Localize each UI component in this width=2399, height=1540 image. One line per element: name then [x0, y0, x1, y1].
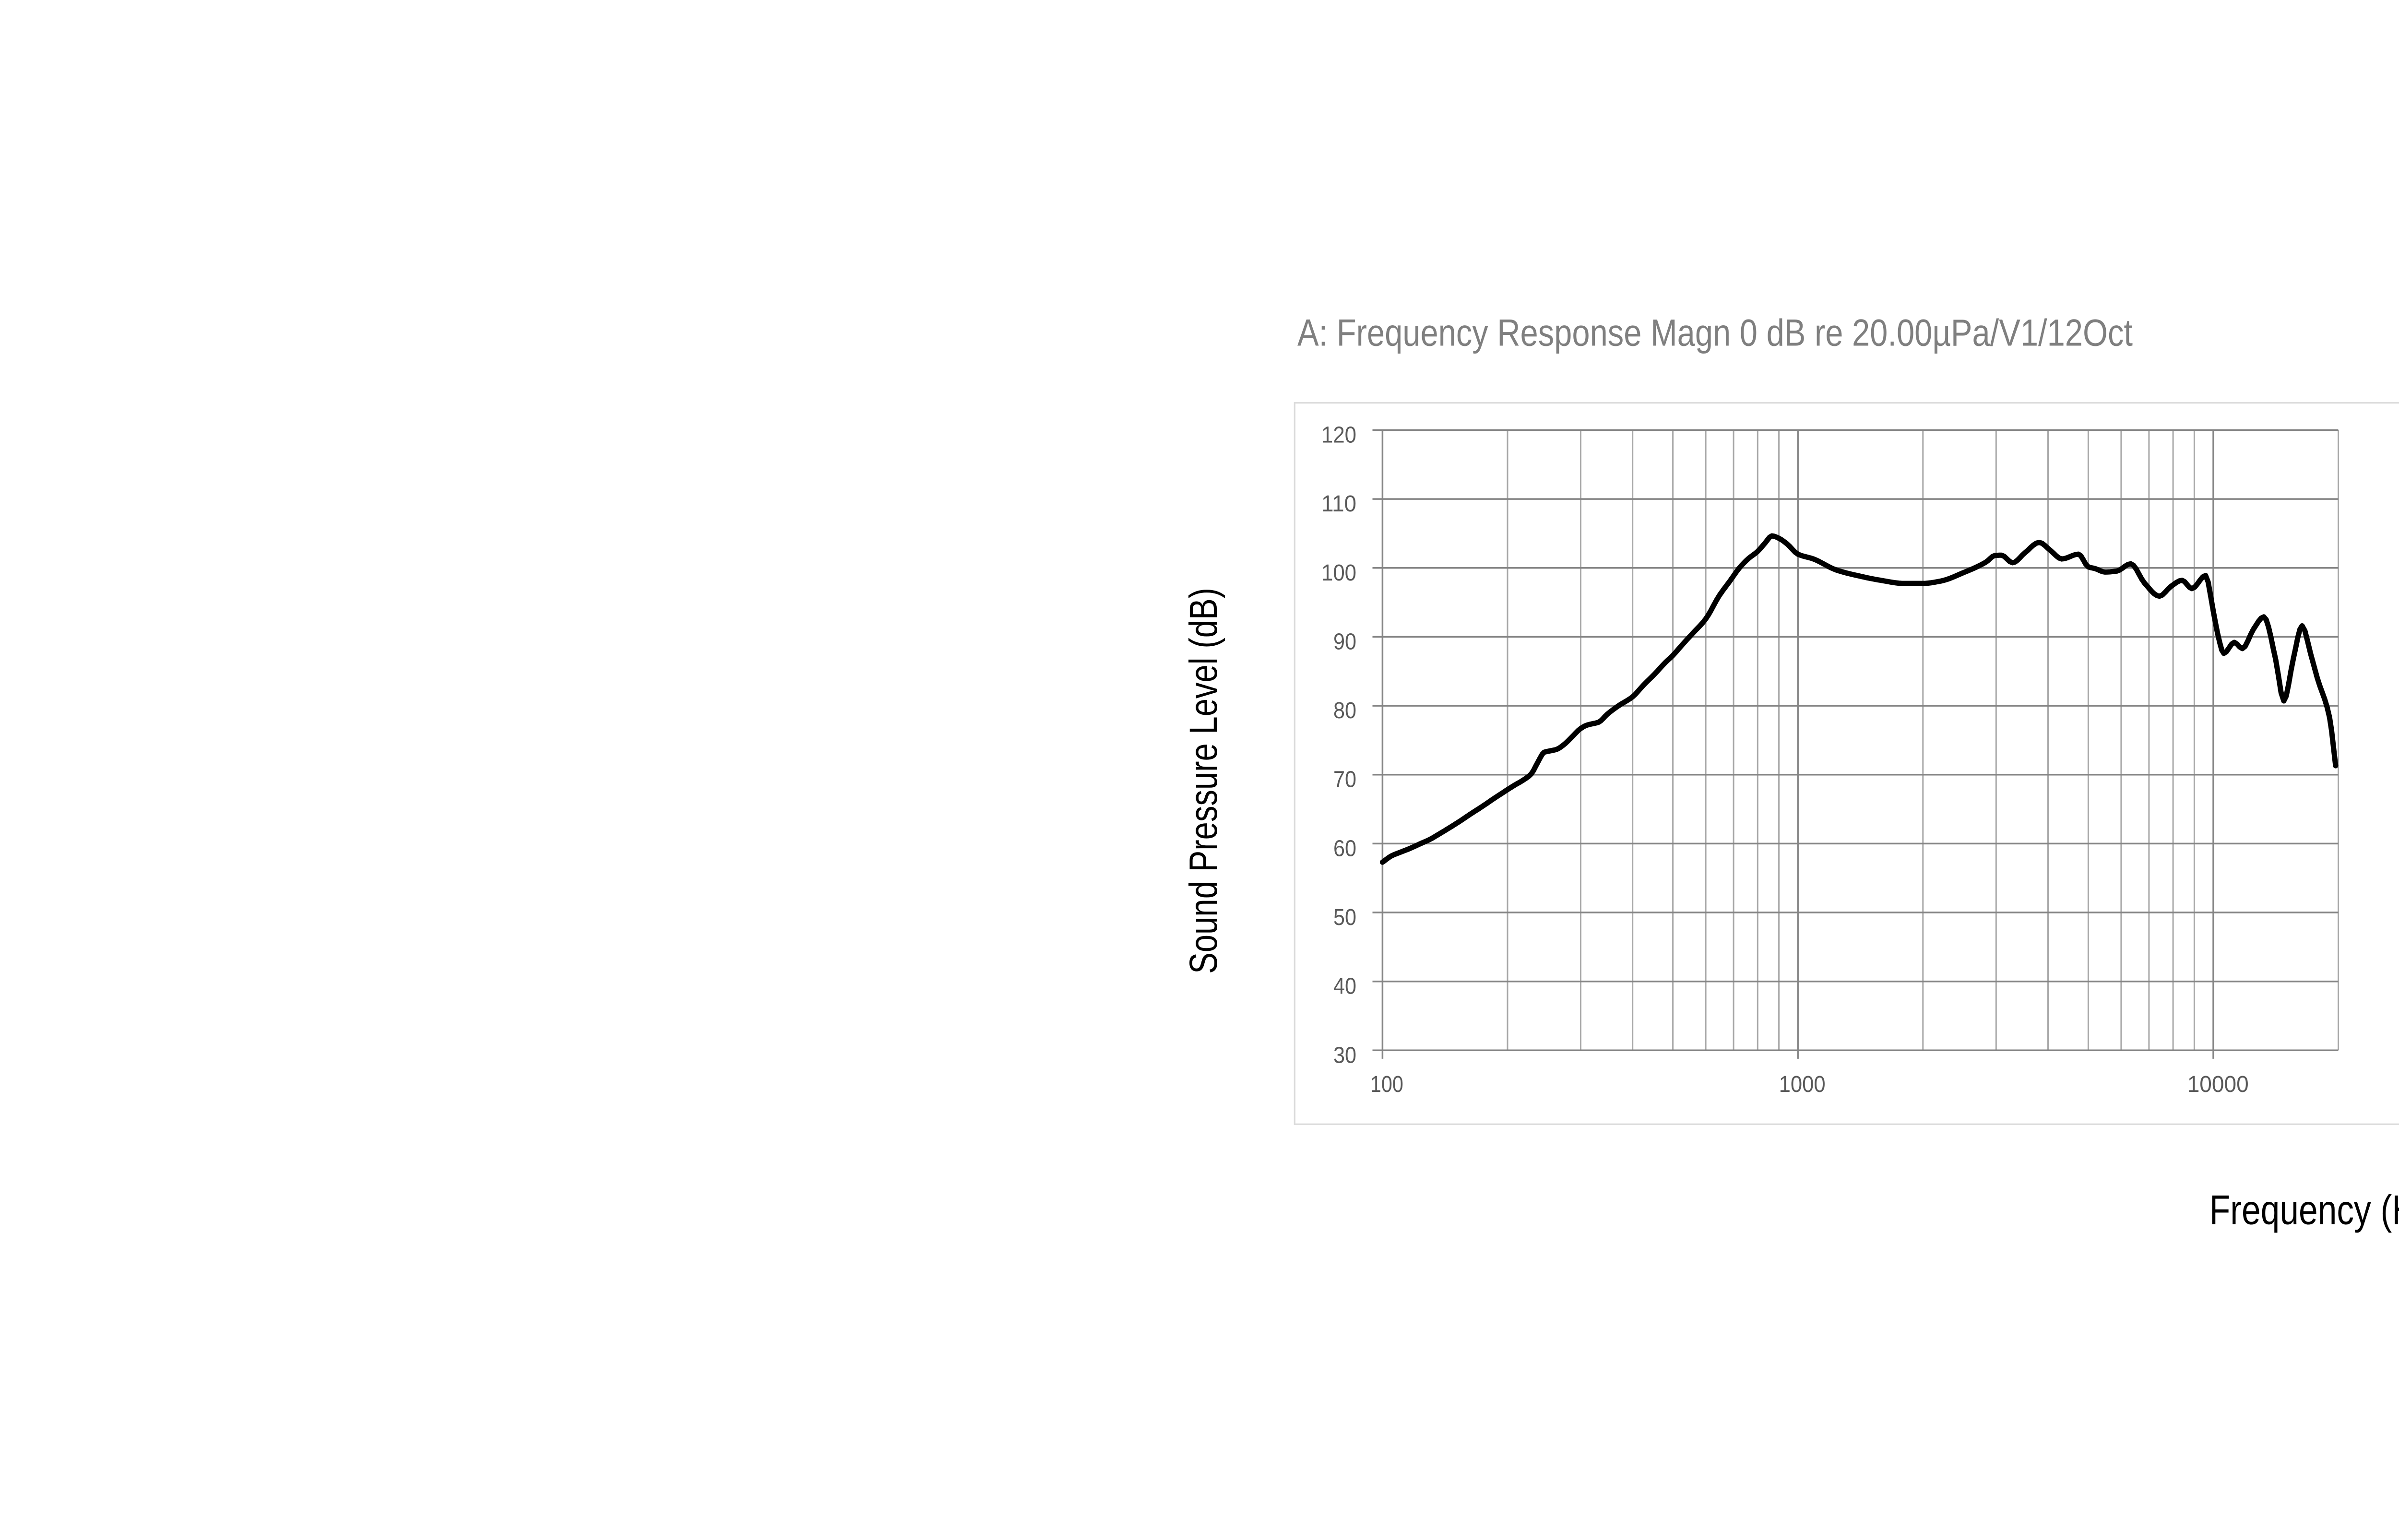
svg-text:A: Frequency Response Magn 0 d: A: Frequency Response Magn 0 dB re 20.00…	[1297, 311, 2133, 354]
svg-text:80: 80	[1333, 698, 1356, 723]
svg-text:70: 70	[1333, 767, 1356, 793]
svg-text:100: 100	[1370, 1072, 1403, 1097]
svg-text:90: 90	[1333, 629, 1356, 654]
svg-text:60: 60	[1333, 836, 1356, 861]
svg-text:30: 30	[1333, 1042, 1356, 1068]
svg-text:1000: 1000	[1779, 1072, 1826, 1097]
svg-text:100: 100	[1321, 560, 1356, 586]
svg-text:120: 120	[1321, 423, 1356, 448]
svg-text:40: 40	[1333, 974, 1356, 999]
svg-text:Sound Pressure Level (dB): Sound Pressure Level (dB)	[1182, 588, 1225, 974]
svg-text:Frequency (Hz): Frequency (Hz)	[2209, 1187, 2399, 1233]
svg-text:110: 110	[1321, 491, 1356, 517]
svg-text:10000: 10000	[2187, 1072, 2249, 1097]
svg-text:50: 50	[1333, 905, 1356, 930]
